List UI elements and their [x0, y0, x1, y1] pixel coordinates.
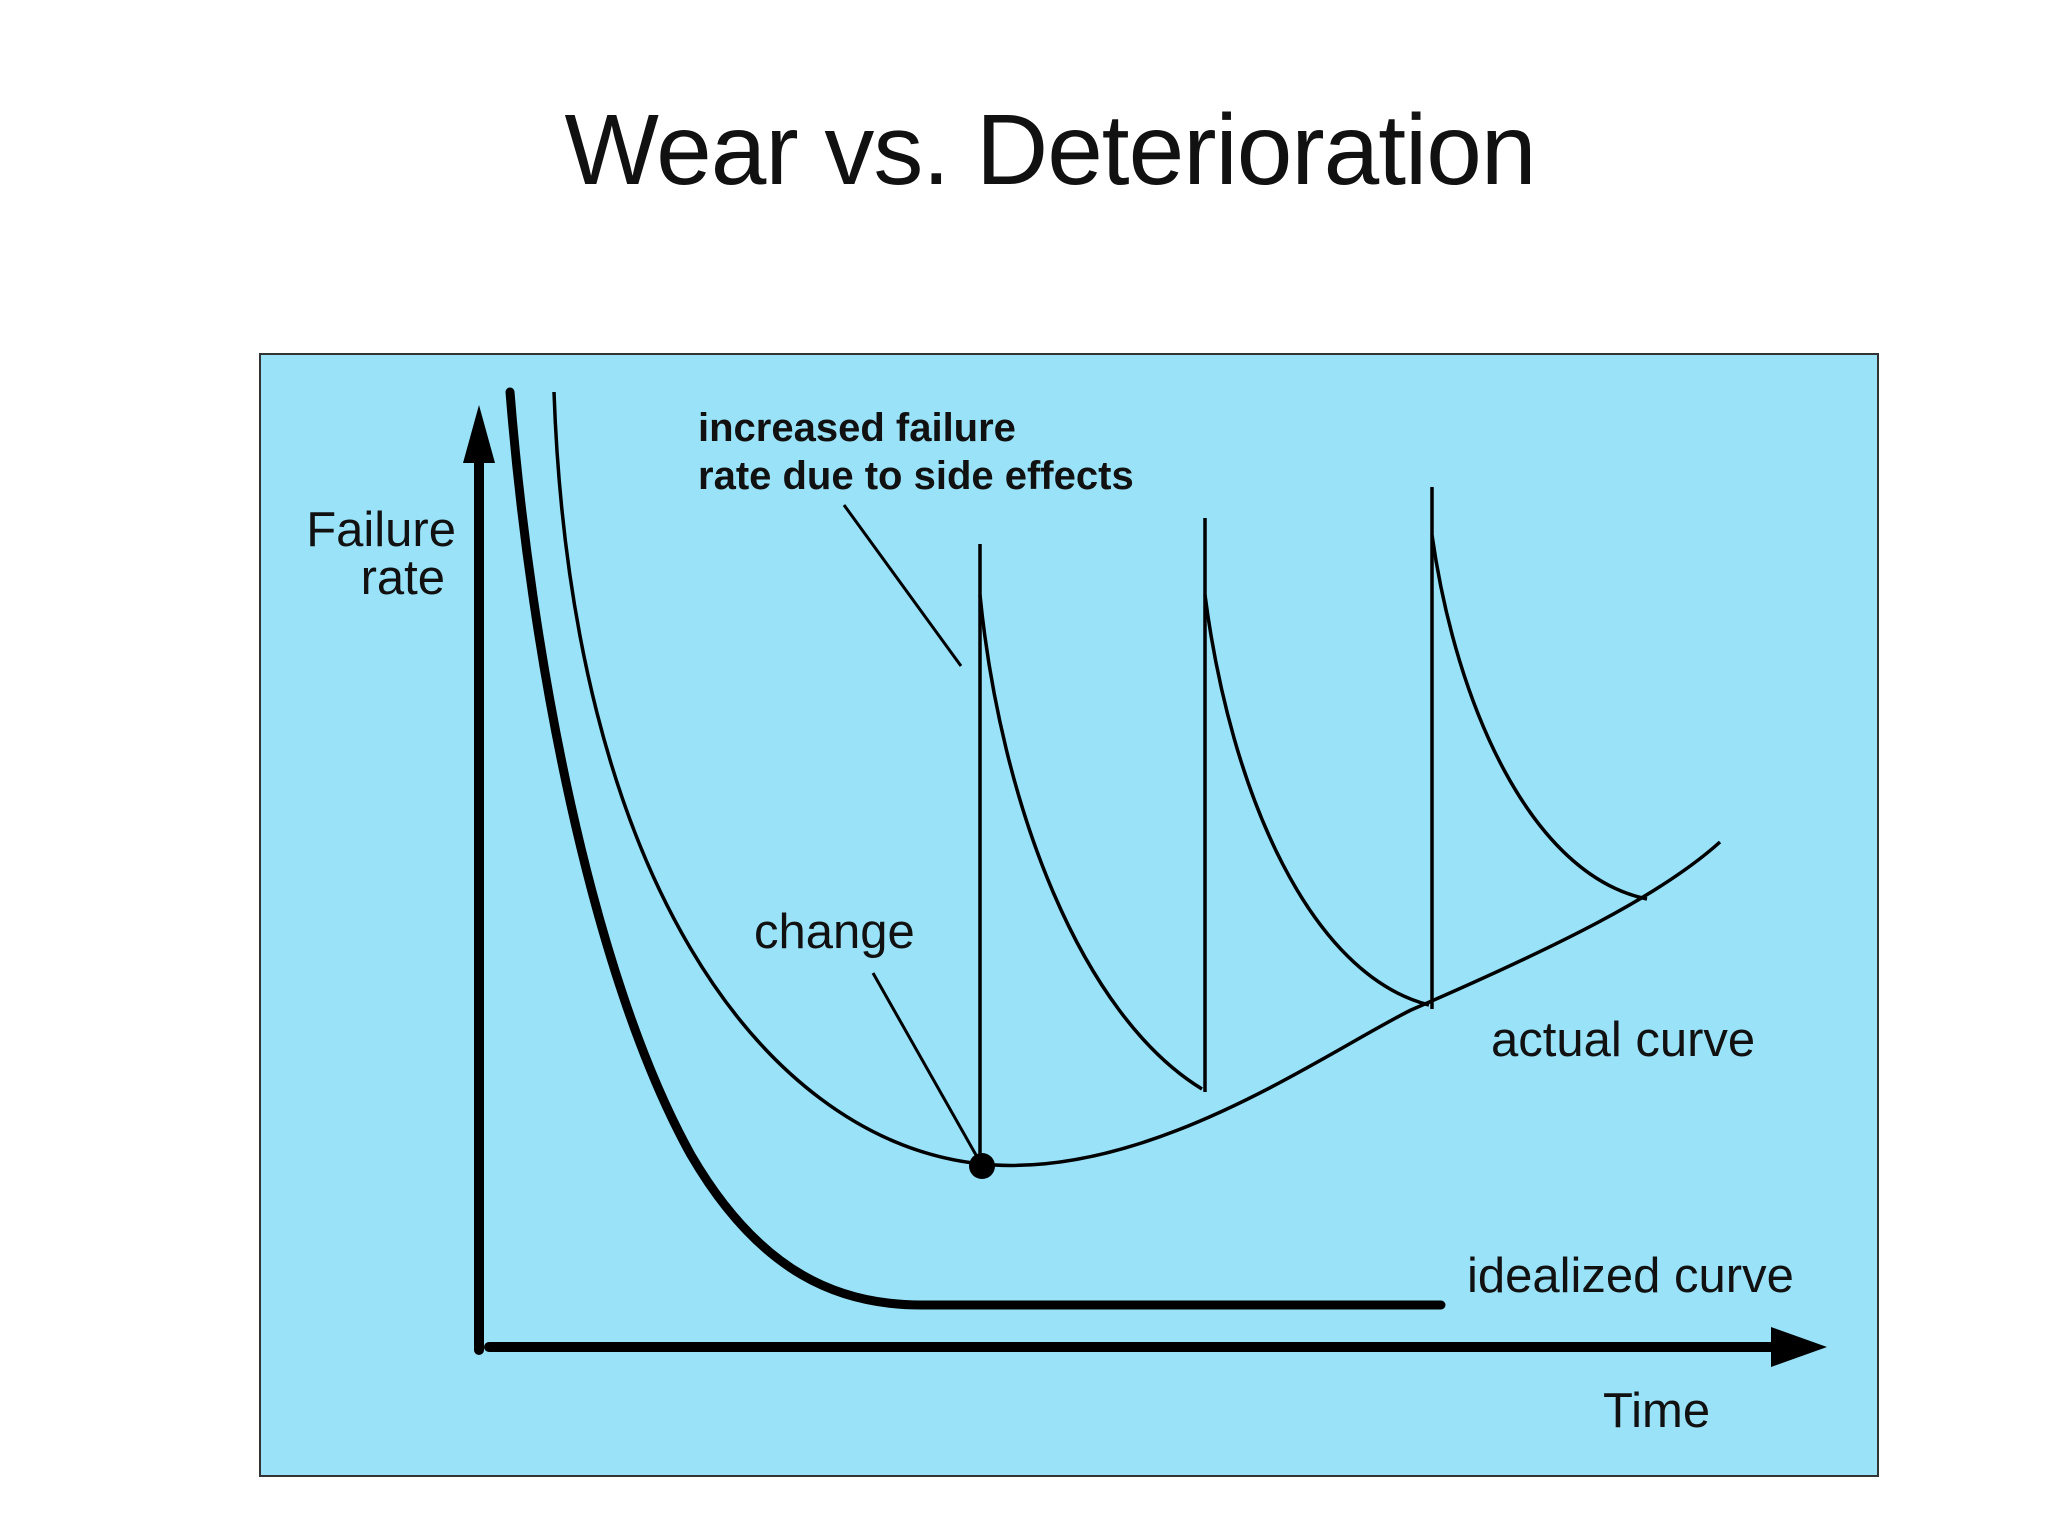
side-effects-annotation-line-2: rate due to side effects — [698, 454, 1134, 498]
idealized-curve-label: idealized curve — [1467, 1249, 1794, 1303]
change-leader-line — [871, 972, 978, 1156]
y-axis-label-line-1: Failure — [306, 503, 456, 557]
spike-1-decay — [978, 594, 1203, 1091]
actual-curve-label: actual curve — [1491, 1013, 1755, 1067]
side-effects-leader-line — [842, 504, 963, 667]
diagram-canvas: Failure rate increased failure rate due … — [306, 387, 1827, 1438]
change-point-marker — [969, 1153, 995, 1179]
side-effects-annotation-line-1: increased failure — [698, 406, 1016, 450]
change-annotation: change — [754, 905, 915, 959]
spike-2-decay — [1203, 594, 1430, 1007]
failure-rate-diagram: Failure rate increased failure rate due … — [259, 353, 1879, 1477]
idealized-curve — [505, 387, 1446, 1310]
actual-curve — [552, 391, 1722, 1168]
x-axis-label: Time — [1603, 1384, 1710, 1438]
x-axis-arrowhead — [1771, 1327, 1827, 1367]
slide-title: Wear vs. Deterioration — [564, 94, 1537, 206]
spike-3-decay — [1430, 534, 1648, 901]
y-axis-label-line-2: rate — [361, 551, 445, 605]
y-axis-arrowhead — [463, 405, 495, 463]
